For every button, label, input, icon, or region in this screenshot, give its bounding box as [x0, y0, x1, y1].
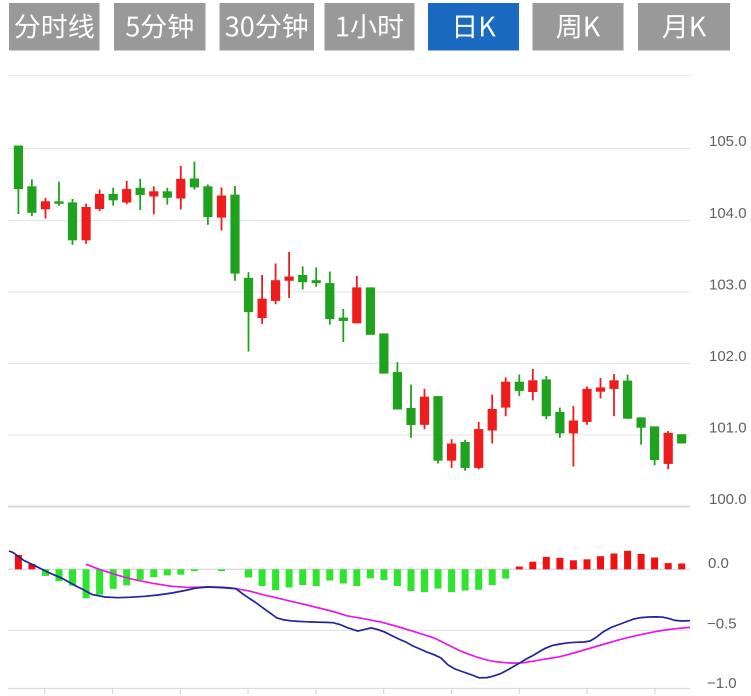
svg-text:103.0: 103.0 [709, 277, 747, 294]
svg-text:102.0: 102.0 [709, 348, 747, 365]
svg-text:−1.0: −1.0 [707, 675, 737, 692]
svg-text:−0.5: −0.5 [707, 615, 737, 632]
svg-text:100.0: 100.0 [709, 491, 747, 508]
svg-text:105.0: 105.0 [709, 133, 747, 150]
svg-text:0.0: 0.0 [708, 555, 729, 572]
svg-text:104.0: 104.0 [709, 205, 747, 222]
svg-text:101.0: 101.0 [709, 420, 747, 437]
